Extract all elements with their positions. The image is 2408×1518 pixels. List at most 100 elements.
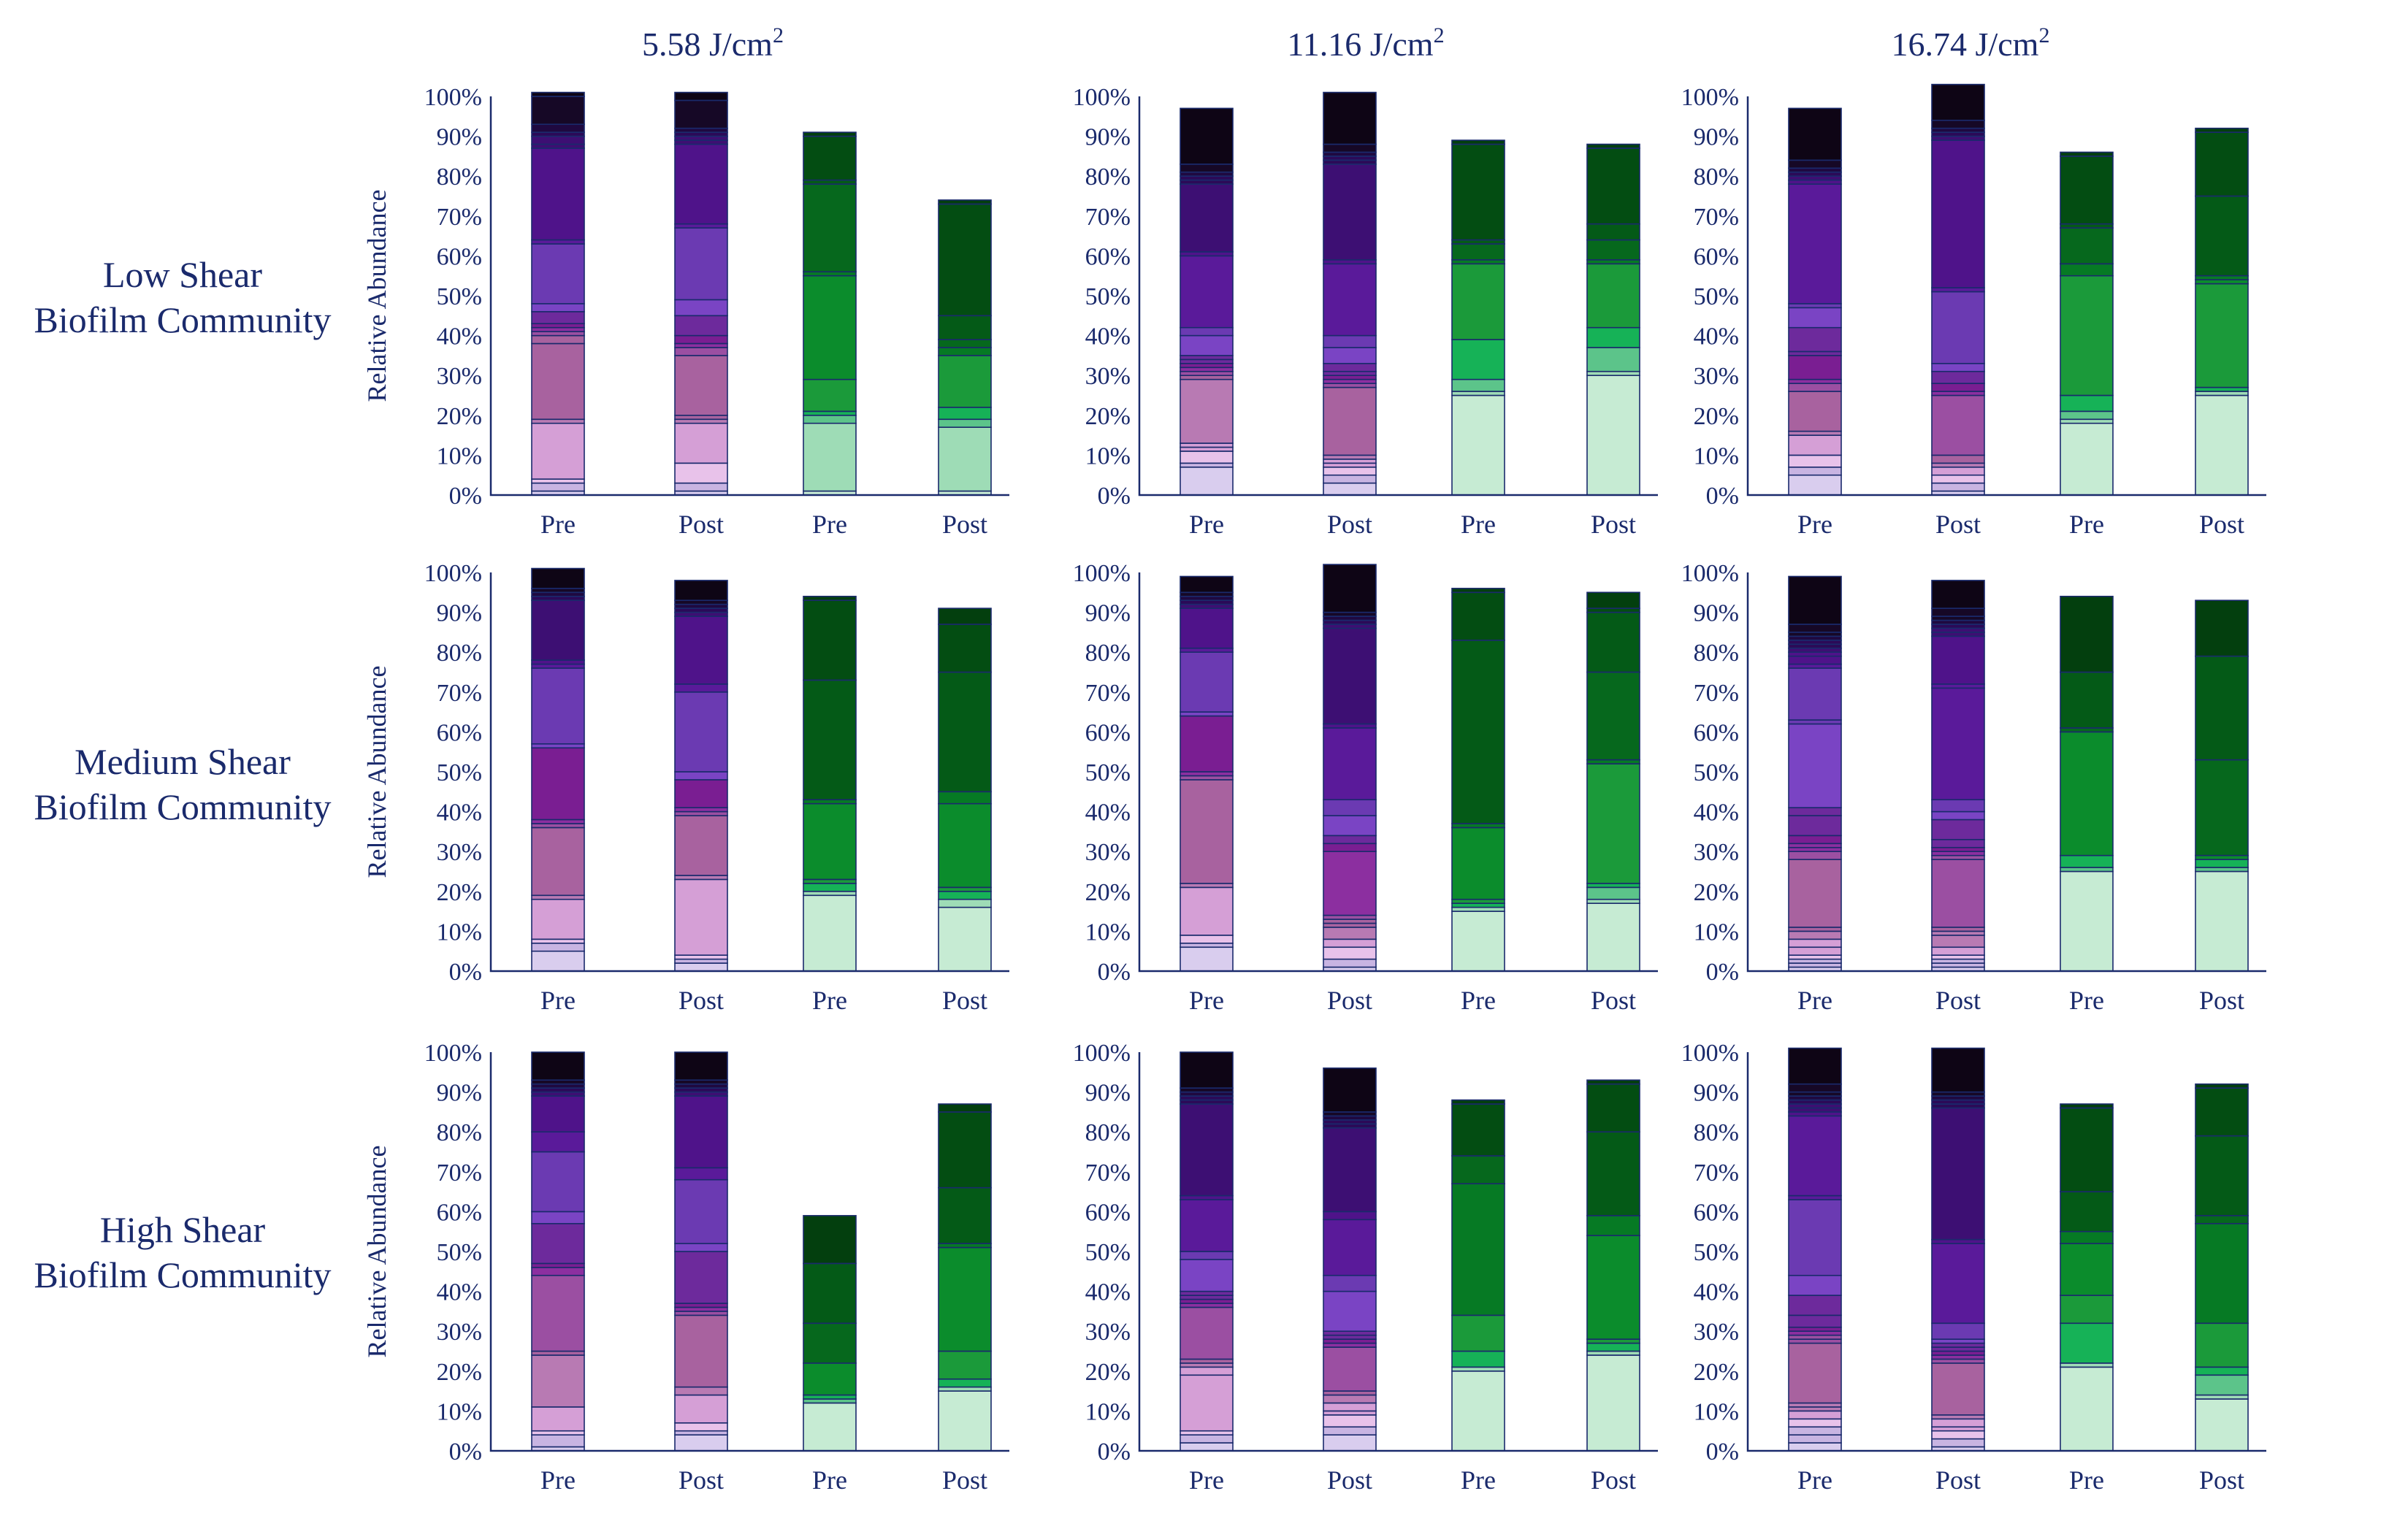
bar-segment: [1180, 1430, 1234, 1435]
y-tick-label: 10%: [1694, 1398, 1739, 1425]
bar-segment: [803, 799, 857, 805]
y-tick-label: 90%: [1694, 600, 1739, 627]
bar-segment: [2060, 727, 2114, 733]
x-tick-label: Post: [1327, 510, 1372, 539]
bar-segment: [1788, 383, 1842, 392]
bar-segment: [1788, 835, 1842, 845]
bar-segment: [1788, 303, 1842, 309]
axis-lines: [1138, 1052, 1658, 1452]
bar-segment: [1323, 370, 1377, 376]
bar-segment: [2060, 1322, 2114, 1364]
bar-segment: [2195, 1083, 2249, 1089]
bar-segment: [2060, 410, 2114, 421]
bar-segment: [674, 807, 728, 813]
bar-segment: [1788, 1095, 1842, 1101]
bar-segment: [531, 478, 585, 484]
bar-segment: [803, 599, 857, 681]
bar-segment: [1323, 454, 1377, 460]
bar-purple-2: [1323, 91, 1377, 496]
bar-segment: [2195, 283, 2249, 388]
y-axis-label: Relative Abundance: [362, 190, 391, 402]
axis-lines: [1138, 572, 1658, 973]
bar-segment: [1586, 1083, 1640, 1133]
row-label-line1: High Shear: [100, 1209, 266, 1250]
bar-segment: [1180, 1259, 1234, 1292]
x-tick-label: Pre: [2069, 1465, 2104, 1495]
bar-segment: [531, 938, 585, 944]
bar-segment: [674, 954, 728, 960]
bar-purple-1: [1180, 107, 1234, 496]
bar-segment: [674, 299, 728, 317]
y-tick-label: 70%: [437, 204, 482, 231]
bar-segment: [1931, 839, 1985, 848]
bar-segment: [674, 616, 728, 685]
bar-segment: [1931, 1099, 1985, 1105]
y-tick-label: 0%: [449, 483, 482, 510]
bar-segment: [1788, 651, 1842, 657]
x-tick-label: Post: [1327, 986, 1372, 1015]
bar-segment: [1931, 635, 1985, 685]
bar-segment: [1586, 607, 1640, 613]
bar-segment: [1323, 1274, 1377, 1292]
bar-segment: [1788, 1099, 1842, 1105]
y-axis-label: Relative Abundance: [362, 1146, 391, 1358]
bar-segment: [531, 747, 585, 821]
y-tick-label: 80%: [437, 1119, 482, 1146]
bar-segment: [1180, 183, 1234, 253]
bar-segment: [1323, 1115, 1377, 1121]
y-tick-label: 10%: [1694, 442, 1739, 469]
bar-segment: [1788, 474, 1842, 496]
chart-panel-3-3: 0% 10% 20% 30% 40% 50% 60% 70% 80% 90% 100% Pre Post…: [1681, 1040, 2266, 1495]
bar-segment: [674, 958, 728, 964]
bar-segment: [1788, 851, 1842, 860]
bar-segment: [1180, 1306, 1234, 1360]
x-tick-label: Post: [1935, 986, 1981, 1015]
bar-segment: [1788, 159, 1842, 169]
bar-segment: [1931, 119, 1985, 129]
bar-segment: [531, 1222, 585, 1265]
column-title-1: 5.58 J/cm2: [642, 23, 784, 63]
bar-segment: [1931, 819, 1985, 840]
x-tick-label: Post: [679, 1465, 724, 1495]
y-tick-label: 0%: [1098, 959, 1131, 986]
bar-segment: [674, 1243, 728, 1252]
bar-segment: [2195, 127, 2249, 133]
bar-segment: [1931, 474, 1985, 484]
bar-segment: [2060, 595, 2114, 673]
bar-segment: [803, 1322, 857, 1364]
y-tick-label: 40%: [437, 1279, 482, 1306]
y-tick-label: 10%: [1085, 919, 1131, 946]
dose-value: 5.58: [642, 26, 709, 63]
bar-segment: [1931, 383, 1985, 392]
bar-segment: [531, 1350, 585, 1356]
bar-segment: [531, 1274, 585, 1352]
bar-segment: [1931, 1107, 1985, 1241]
bar-segment: [674, 1087, 728, 1093]
bar-segment: [1180, 771, 1234, 777]
bar-segment: [1788, 655, 1842, 665]
bar-segment: [938, 791, 992, 805]
bar-segment: [2195, 1398, 2249, 1452]
bar-segment: [2195, 854, 2249, 860]
bar-segment: [531, 588, 585, 594]
bar-green-3: [2060, 595, 2114, 972]
bar-segment: [1323, 91, 1377, 145]
bar-segment: [803, 878, 857, 884]
bar-segment: [674, 223, 728, 229]
bar-segment: [1451, 1366, 1505, 1372]
bar-segment: [531, 1262, 585, 1268]
y-tick-label: 100%: [424, 84, 482, 111]
bar-segment: [674, 131, 728, 137]
bar-segment: [1788, 667, 1842, 721]
x-tick-label: Pre: [1189, 986, 1224, 1015]
bar-segment: [1788, 1330, 1842, 1336]
bar-segment: [1323, 938, 1377, 948]
x-tick-label: Post: [1591, 510, 1636, 539]
bar-segment: [803, 1398, 857, 1404]
y-tick-label: 100%: [1073, 84, 1131, 111]
bar-segment: [1931, 139, 1985, 288]
bar-segment: [2060, 1103, 2114, 1109]
bar-segment: [1788, 719, 1842, 725]
bar-segment: [1180, 1290, 1234, 1296]
bar-segment: [1788, 1111, 1842, 1117]
